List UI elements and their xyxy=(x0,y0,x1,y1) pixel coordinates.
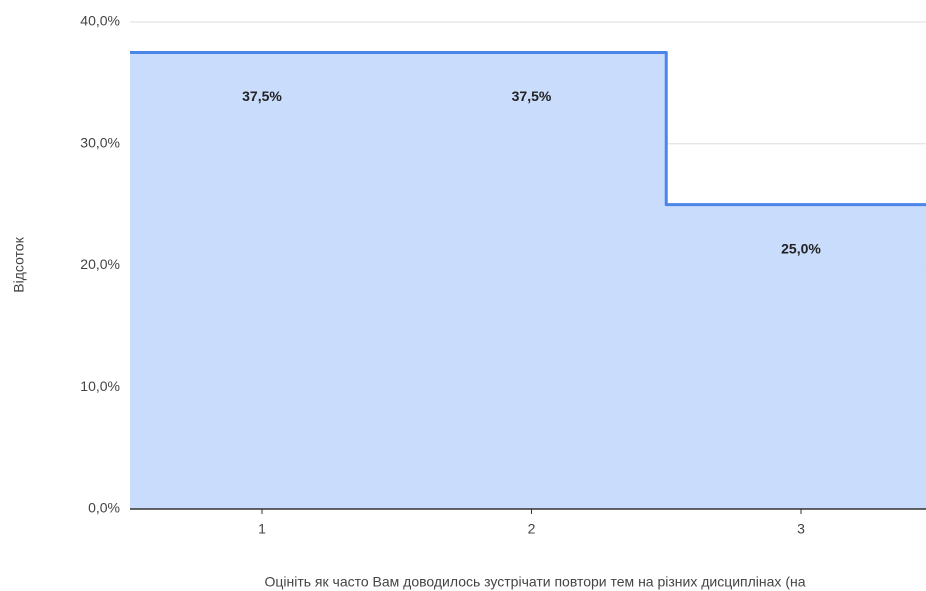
x-tick-label: 3 xyxy=(797,521,805,537)
area-step xyxy=(130,52,398,509)
y-tick-label: 20,0% xyxy=(80,256,120,272)
y-tick-label: 0,0% xyxy=(88,500,120,516)
area-step xyxy=(396,52,667,509)
x-axis-label: Оцініть як часто Вам доводилось зустріча… xyxy=(264,574,805,590)
x-tick-label: 2 xyxy=(528,521,536,537)
plot-area xyxy=(130,50,926,509)
y-tick-label: 40,0% xyxy=(80,13,120,29)
data-label: 25,0% xyxy=(781,240,821,256)
data-label: 37,5% xyxy=(512,88,552,104)
x-tick-label: 1 xyxy=(258,521,266,537)
y-tick-label: 30,0% xyxy=(80,134,120,150)
y-tick-label: 10,0% xyxy=(80,378,120,394)
data-label: 37,5% xyxy=(242,88,282,104)
area-step xyxy=(666,204,926,509)
y-axis-label: Відсоток xyxy=(11,236,27,292)
